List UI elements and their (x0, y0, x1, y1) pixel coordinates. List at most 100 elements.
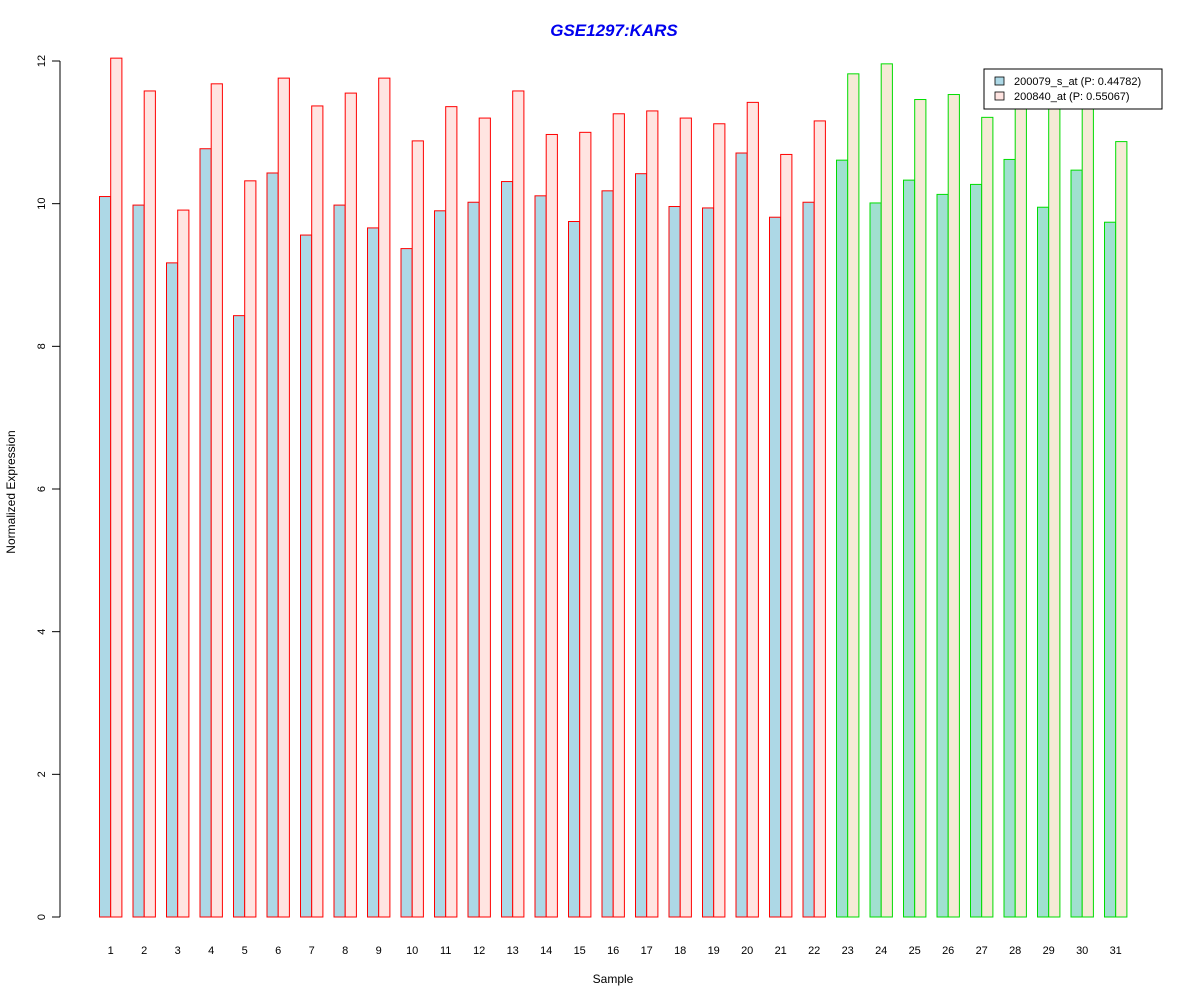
bar-series-1 (936, 193, 949, 918)
bar-series-2 (847, 73, 860, 918)
bar-series-1 (400, 248, 413, 918)
bar-series-1 (668, 206, 681, 918)
legend-entry-series-2: 200840_at (P: 0.55067) (1014, 91, 1130, 103)
bar-series-2 (344, 92, 357, 918)
bar-series-1 (1037, 206, 1050, 918)
x-tick-label: 4 (208, 945, 214, 957)
legend-swatch-series-1 (994, 76, 1005, 86)
x-tick-label: 15 (574, 945, 586, 957)
x-tick-label: 14 (540, 945, 552, 957)
bar-series-1 (467, 201, 480, 918)
bar-series-2 (1081, 106, 1094, 918)
bar-series-2 (210, 83, 223, 918)
bar-series-2 (813, 120, 826, 918)
bar-series-2 (244, 180, 257, 918)
x-axis-tick-labels: 1 2 3 4 5 6 7 8 9 10 11 12 13 14 15 16 17 18 19 20 21 22 23 24 2… (108, 945, 1122, 957)
x-tick-label: 21 (775, 945, 787, 957)
bar-series-2 (981, 116, 994, 918)
bar-series-1 (233, 315, 246, 918)
bar-series-2 (177, 209, 190, 918)
bar-series-1 (802, 201, 815, 918)
legend: 200079_s_at (P: 0.44782) 200840_at (P: 0… (983, 68, 1163, 110)
bar-series-1 (501, 181, 514, 918)
bar-series-2 (311, 105, 324, 918)
bar-series-1 (601, 190, 614, 918)
y-axis-label: Normalized Expression (4, 430, 18, 553)
legend-entry-series-1: 200079_s_at (P: 0.44782) (1014, 76, 1141, 88)
x-tick-label: 11 (440, 945, 451, 957)
bar-series-1 (735, 152, 748, 918)
bar-series-2 (1115, 141, 1128, 918)
bar-series-1 (300, 234, 313, 918)
x-tick-label: 27 (976, 945, 988, 957)
x-tick-label: 12 (473, 945, 485, 957)
bar-series-1 (568, 221, 581, 918)
x-tick-label: 22 (808, 945, 820, 957)
x-tick-label: 7 (309, 945, 315, 957)
x-tick-label: 6 (275, 945, 281, 957)
bar-series-2 (110, 57, 123, 918)
x-tick-label: 29 (1043, 945, 1055, 957)
x-tick-label: 28 (1009, 945, 1021, 957)
bar-series-1 (635, 173, 648, 918)
y-tick-label: 0 (36, 914, 48, 920)
bar-series-2 (914, 99, 927, 918)
x-tick-label: 9 (376, 945, 382, 957)
bar-series-2 (679, 117, 692, 918)
x-tick-label: 30 (1076, 945, 1088, 957)
bar-series-1 (199, 148, 212, 918)
x-tick-label: 17 (641, 945, 653, 957)
bar-series-1 (132, 204, 145, 918)
x-tick-label: 3 (175, 945, 181, 957)
bar-series-1 (836, 159, 849, 918)
x-tick-label: 26 (942, 945, 954, 957)
bar-series-1 (434, 210, 447, 918)
bar-series-1 (869, 202, 882, 918)
x-tick-label: 24 (875, 945, 887, 957)
y-axis: 0 2 4 6 8 10 12 (36, 55, 61, 920)
bar-series-2 (880, 63, 893, 918)
x-tick-label: 2 (141, 945, 147, 957)
bars-group (99, 57, 1128, 918)
bar-series-1 (970, 183, 983, 918)
bar-series-1 (1070, 169, 1083, 918)
bar-series-2 (612, 113, 625, 918)
x-tick-label: 8 (342, 945, 348, 957)
bar-series-1 (266, 172, 279, 918)
x-tick-label: 23 (842, 945, 854, 957)
bar-series-2 (143, 90, 156, 918)
x-tick-label: 13 (507, 945, 519, 957)
y-tick-label: 6 (36, 486, 48, 492)
bar-series-2 (445, 106, 458, 918)
bar-series-2 (579, 131, 592, 918)
chart-title: GSE1297:KARS (550, 21, 678, 40)
bar-series-1 (166, 262, 179, 918)
bar-series-2 (545, 133, 558, 918)
bar-series-2 (512, 90, 525, 918)
bar-series-2 (780, 153, 793, 918)
y-tick-label: 4 (36, 629, 48, 635)
bar-series-2 (411, 140, 424, 918)
x-tick-label: 25 (909, 945, 921, 957)
bar-series-2 (478, 117, 491, 918)
bar-series-2 (277, 77, 290, 918)
x-tick-label: 10 (406, 945, 418, 957)
bar-series-1 (903, 179, 916, 918)
x-tick-label: 20 (741, 945, 753, 957)
legend-swatch-series-2 (994, 91, 1005, 101)
y-tick-label: 12 (36, 55, 48, 67)
x-tick-label: 16 (607, 945, 619, 957)
y-tick-label: 2 (36, 771, 48, 777)
bar-series-2 (1048, 106, 1061, 918)
bar-series-1 (1003, 158, 1016, 918)
bar-series-1 (367, 227, 380, 918)
x-tick-label: 1 (108, 945, 114, 957)
x-tick-label: 5 (242, 945, 248, 957)
x-tick-label: 19 (708, 945, 720, 957)
bar-series-2 (713, 123, 726, 918)
bar-series-2 (378, 77, 391, 918)
bar-series-1 (702, 207, 715, 918)
bar-series-2 (947, 94, 960, 918)
bar-series-2 (1014, 106, 1027, 918)
